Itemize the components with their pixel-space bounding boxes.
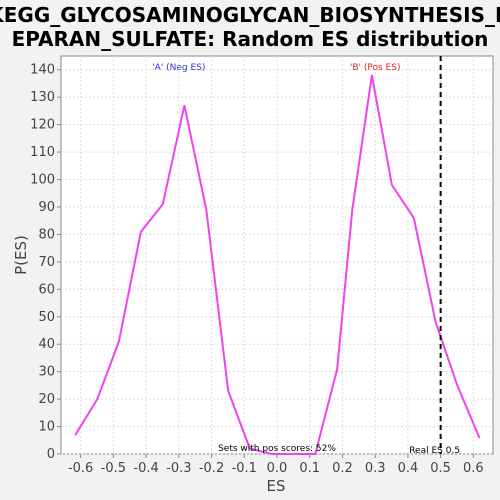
real-es-label: Real ES 0.5 xyxy=(409,446,460,456)
y-tick-label: 70 xyxy=(38,255,55,270)
data-point xyxy=(336,368,338,370)
pos-es-label: 'B' (Pos ES) xyxy=(350,63,401,73)
y-tick-label: 130 xyxy=(30,90,55,105)
x-tick-label: 0.4 xyxy=(398,461,419,476)
y-tick-label: 60 xyxy=(38,282,55,297)
data-point xyxy=(184,105,186,107)
data-point xyxy=(371,74,373,76)
x-tick-label: -0.4 xyxy=(133,461,158,476)
y-tick-label: 20 xyxy=(38,392,55,407)
data-point xyxy=(351,209,353,211)
y-tick-label: 100 xyxy=(30,173,55,188)
y-tick-label: 40 xyxy=(38,337,55,352)
neg-es-label: 'A' (Neg ES) xyxy=(152,63,205,73)
data-point xyxy=(140,231,142,233)
sets-pos-scores-text: Sets with pos scores: 52% xyxy=(218,444,336,454)
x-tick-label: -0.6 xyxy=(68,461,93,476)
chart-title-line1: KEGG_GLYCOSAMINOGLYCAN_BIOSYNTHESIS_H xyxy=(0,3,500,27)
chart-title-line2: EPARAN_SULFATE: Random ES distribution xyxy=(12,27,489,51)
data-point xyxy=(75,434,77,436)
x-tick-label: -0.1 xyxy=(232,461,257,476)
y-tick-label: 10 xyxy=(38,420,55,435)
x-tick-label: -0.5 xyxy=(101,461,126,476)
data-point xyxy=(227,390,229,392)
y-tick-label: 30 xyxy=(38,365,55,380)
x-tick-label: 0.2 xyxy=(332,461,353,476)
y-tick-label: 90 xyxy=(38,200,55,215)
data-point xyxy=(435,321,437,323)
x-tick-label: 0.5 xyxy=(430,461,451,476)
plot-area xyxy=(61,56,493,454)
x-tick-label: 0.6 xyxy=(463,461,484,476)
data-point xyxy=(457,385,459,387)
x-axis-label: ES xyxy=(267,477,286,495)
data-point xyxy=(391,184,393,186)
data-point xyxy=(206,209,208,211)
data-point xyxy=(118,341,120,343)
data-point xyxy=(478,437,480,439)
data-point xyxy=(413,217,415,219)
y-tick-label: 110 xyxy=(30,145,55,160)
y-axis-label: P(ES) xyxy=(12,235,30,275)
x-tick-label: 0.3 xyxy=(365,461,386,476)
x-tick-label: 0.1 xyxy=(299,461,320,476)
y-tick-label: 140 xyxy=(30,63,55,78)
y-tick-label: 50 xyxy=(38,310,55,325)
x-axis-ticks: -0.6 -0.5 -0.4 -0.3 -0.2 -0.1 0.0 0.1 0.2 0.3 0.4 0… xyxy=(68,454,484,476)
y-tick-label: 0 xyxy=(47,447,55,462)
x-tick-label: 0.0 xyxy=(267,461,288,476)
x-tick-label: -0.3 xyxy=(166,461,191,476)
x-tick-label: -0.2 xyxy=(199,461,224,476)
y-axis-ticks: 0 10 20 30 40 50 60 70 80 90 100 110 120 130 140 xyxy=(30,63,61,462)
y-tick-label: 80 xyxy=(38,227,55,242)
data-point xyxy=(97,398,99,400)
data-point xyxy=(162,203,164,205)
y-tick-label: 120 xyxy=(30,118,55,133)
